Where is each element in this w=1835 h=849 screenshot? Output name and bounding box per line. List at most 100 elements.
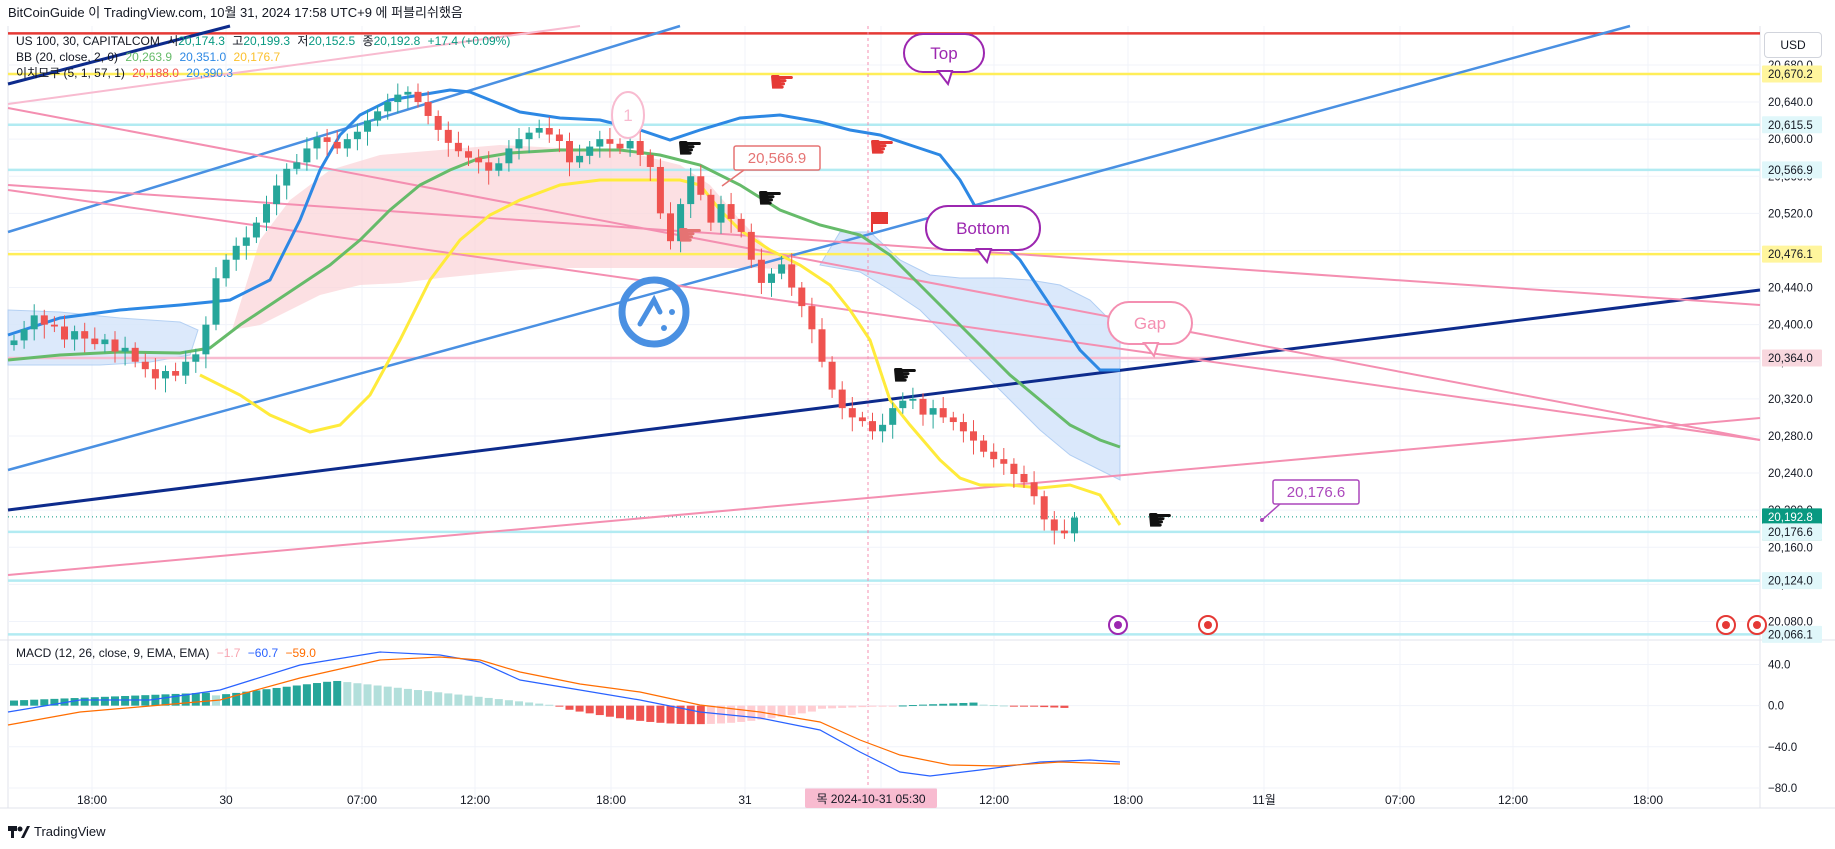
macd-histogram-bar <box>595 705 604 716</box>
candle-body <box>778 264 786 274</box>
annotation-gap-text: Gap <box>1134 314 1166 333</box>
macd-histogram-bar <box>676 705 685 724</box>
candle-body <box>434 115 442 130</box>
us-flag-event-icon-core <box>1204 621 1212 629</box>
candle-body <box>757 259 765 283</box>
macd-histogram-bar <box>565 705 574 710</box>
macd-histogram-bar <box>454 694 463 706</box>
hand-pointer-icon: ☛ <box>757 181 784 216</box>
macd-histogram-bar <box>424 691 433 706</box>
timer-dot <box>661 325 667 331</box>
candle-body <box>667 213 674 242</box>
price-tick-label: 20,520.0 <box>1768 208 1813 220</box>
macd-histogram-bar <box>1040 705 1049 708</box>
ichimoku-value-2: 20,390.3 <box>186 66 233 80</box>
macd-histogram-bar <box>1060 705 1069 708</box>
time-tick-label: 11월 <box>1252 793 1276 807</box>
price-label-box <box>1762 523 1822 541</box>
candle-body <box>980 440 988 452</box>
publish-title: BitCoinGuide 이 TradingView.com, 10월 31, … <box>8 5 463 20</box>
candle-body <box>121 347 129 352</box>
macd-histogram-bar <box>737 705 746 722</box>
hand-pointer-icon: ☛ <box>677 131 704 166</box>
price-label-box <box>1762 161 1822 179</box>
price-label-value: 20,192.8 <box>1768 512 1813 524</box>
callout-pointer <box>1261 503 1281 521</box>
candle-body <box>242 237 250 246</box>
candle-body <box>172 371 180 376</box>
ichimoku-value-1: 20,188.0 <box>132 66 179 80</box>
candle-body <box>283 168 291 186</box>
macd-histogram-bar <box>444 693 453 706</box>
macd-histogram-bar <box>1050 705 1059 708</box>
macd-histogram-bar <box>1020 705 1028 707</box>
candle-body <box>61 326 68 340</box>
annotation-bottom-tail <box>974 248 993 265</box>
macd-histogram-bar <box>272 687 281 706</box>
time-tick-label: 31 <box>738 793 752 807</box>
macd-histogram-bar <box>393 687 402 706</box>
crosshair-time-box <box>805 788 937 808</box>
price-label-value: 20,670.2 <box>1768 69 1813 81</box>
currency-button[interactable]: USD <box>1764 32 1822 58</box>
us-flag-event-icon-core <box>1753 621 1761 629</box>
macd-histogram-bar <box>545 704 554 706</box>
candle-body <box>263 204 270 223</box>
hand-pointer-red-icon: ☛ <box>869 130 896 165</box>
macd-histogram-bar <box>151 694 160 706</box>
candle-body <box>656 166 664 214</box>
candle-body <box>869 421 876 432</box>
candle-body <box>576 155 584 163</box>
candle-body <box>273 185 281 205</box>
macd-histogram-bar <box>868 705 877 707</box>
macd-histogram-bar <box>636 705 645 721</box>
symbol-name: US 100, 30, CAPITALCOM <box>16 34 160 48</box>
candle-body <box>374 111 382 121</box>
annotation-price-20176: 20,176.6 <box>1260 479 1360 522</box>
macd-histogram-bar <box>616 705 624 719</box>
ichimoku-cloud-bullish-right <box>819 231 1121 481</box>
price-label-value: 20,066.1 <box>1768 629 1813 641</box>
candle-body <box>606 139 614 144</box>
candle-body <box>949 417 957 423</box>
macd-histogram-bar <box>666 705 675 724</box>
candle-body <box>535 128 543 133</box>
symbol-legend: US 100, 30, CAPITALCOM 시20,174.3 고20,199… <box>16 33 514 49</box>
lightning-event-icon-core <box>1114 621 1122 629</box>
candle-body <box>555 134 563 142</box>
candle-body <box>232 245 240 260</box>
macd-histogram-bar <box>171 693 180 706</box>
time-axis: 18:00 30 07:00 12:00 18:00 31 07:00 12:00 18:00 1… <box>77 788 1663 808</box>
time-tick-label: 07:00 <box>1385 793 1415 807</box>
candle-body <box>151 369 159 379</box>
macd-histogram-bar <box>262 689 271 706</box>
macd-legend: MACD (12, 26, close, 9, EMA, EMA) −1.7 −… <box>16 645 320 661</box>
macd-histogram-bar <box>191 693 200 706</box>
macd-tick-label: −40.0 <box>1768 742 1797 754</box>
candle-body <box>727 204 735 219</box>
candle-body <box>394 94 402 103</box>
candle-body <box>1050 519 1058 531</box>
footer-brand: TradingView <box>8 822 106 842</box>
price-axis: 20,680.020,640.020,600.020,560.020,520.0… <box>1762 60 1822 643</box>
macd-histogram-bar <box>464 695 473 706</box>
macd-histogram-bar <box>363 684 372 706</box>
candle-body <box>879 424 887 432</box>
publish-header: BitCoinGuide 이 TradingView.com, 10월 31, … <box>0 0 1835 26</box>
candle-body <box>1030 482 1038 497</box>
annotation-one-shape <box>611 91 645 139</box>
macd-histogram-bar <box>777 705 786 717</box>
macd-histogram-bar <box>292 685 301 706</box>
candle-body <box>485 162 493 171</box>
candle-body <box>909 398 917 401</box>
candle-body <box>303 148 311 163</box>
candle-body <box>444 129 452 143</box>
annotation-top: Top <box>903 33 985 87</box>
price-label-box <box>1762 572 1822 590</box>
macd-histogram-bar <box>949 703 958 706</box>
price-tick-label: 20,640.0 <box>1768 97 1813 109</box>
candle-body <box>545 128 553 135</box>
macd-histogram-bar <box>575 705 584 712</box>
ohlc-high: 고20,199.3 <box>232 34 291 48</box>
